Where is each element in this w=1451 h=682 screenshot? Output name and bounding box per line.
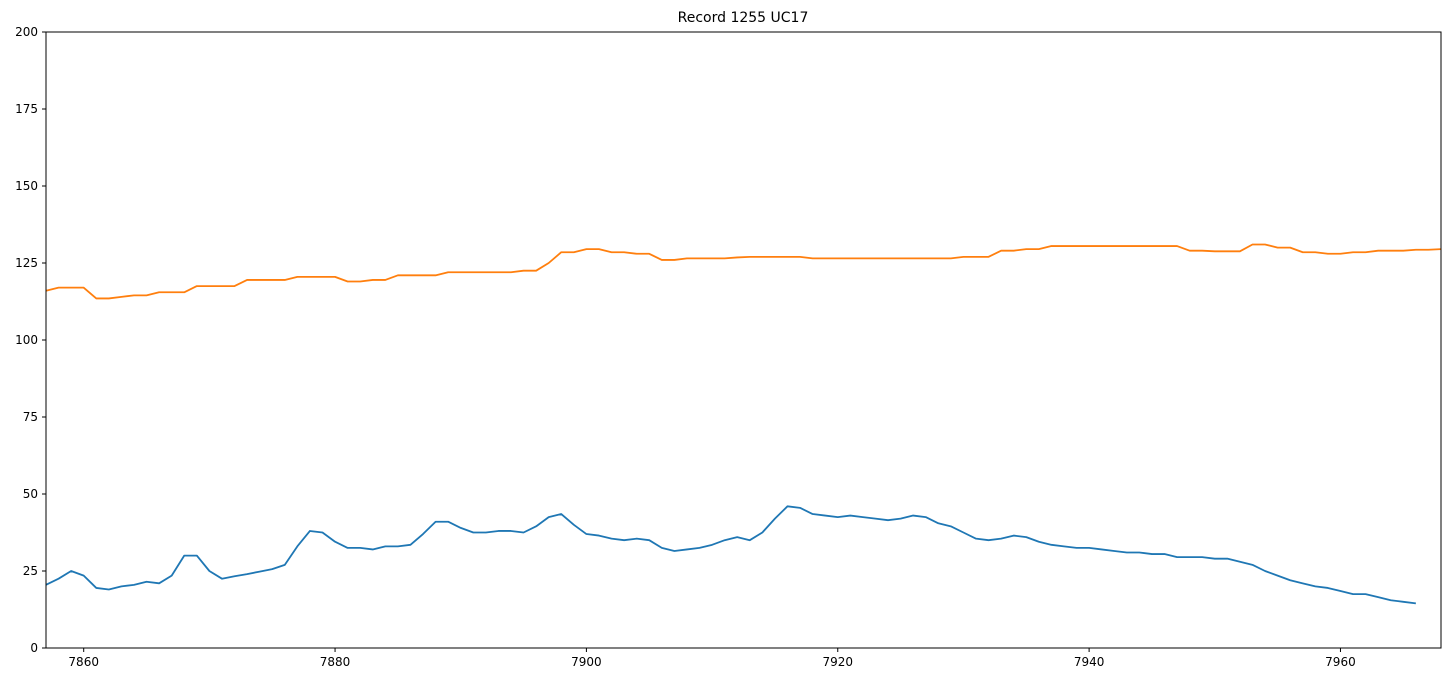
x-tick-label: 7900 [571, 655, 602, 669]
y-tick-label: 175 [15, 102, 38, 116]
chart-title: Record 1255 UC17 [678, 10, 809, 26]
y-tick-label: 100 [15, 333, 38, 347]
series-line-2 [45, 243, 1442, 300]
y-tick-label: 125 [15, 256, 38, 270]
series-layer [45, 243, 1442, 605]
x-tick-label: 7880 [320, 655, 351, 669]
y-tick-label: 75 [23, 410, 38, 424]
y-tick-label: 25 [23, 564, 38, 578]
x-tick-label: 7940 [1074, 655, 1105, 669]
x-axis: 7860 7880 7900 7920 7940 7960 [68, 648, 1356, 669]
y-tick-label: 200 [15, 25, 38, 39]
series-line-1 [45, 505, 1416, 605]
x-tick-label: 7860 [68, 655, 99, 669]
y-tick-label: 0 [30, 641, 38, 655]
x-tick-label: 7920 [822, 655, 853, 669]
y-tick-label: 150 [15, 179, 38, 193]
y-tick-label: 50 [23, 487, 38, 501]
x-tick-label: 7960 [1325, 655, 1356, 669]
y-axis: 0 25 50 75 100 125 150 175 200 [15, 25, 46, 655]
